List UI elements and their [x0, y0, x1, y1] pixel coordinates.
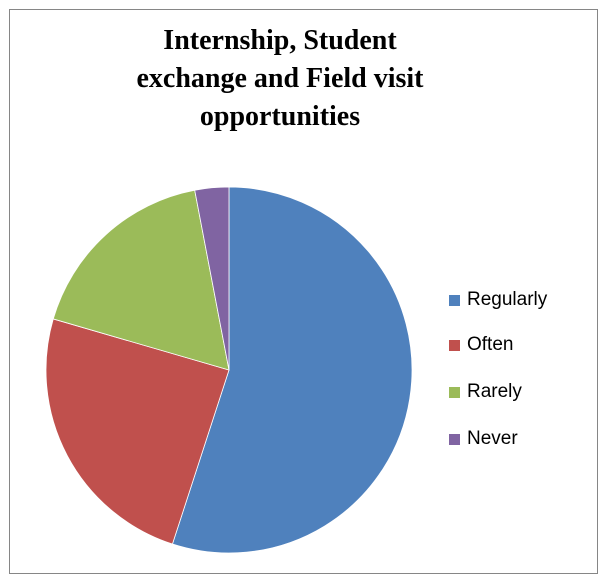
- pie-slice-never: [194, 186, 230, 371]
- legend-item-never: Never: [449, 427, 518, 451]
- legend-swatch-often: [449, 339, 460, 351]
- legend-label-often: Often: [467, 334, 514, 355]
- legend-item-often: Often: [449, 333, 513, 357]
- legend-item-rarely: Rarely: [449, 380, 522, 404]
- legend-swatch-rarely: [449, 386, 460, 398]
- pie-slice-regularly: [171, 186, 413, 554]
- legend-label-rarely: Rarely: [467, 381, 522, 402]
- chart-title: Internship, Student exchange and Field v…: [136, 25, 424, 132]
- legend-swatch-never: [449, 433, 460, 445]
- legend-label-never: Never: [467, 428, 518, 449]
- legend-item-regularly: Regularly: [449, 288, 547, 312]
- legend-swatch-regularly: [449, 294, 460, 306]
- legend-label-regularly: Regularly: [467, 289, 548, 310]
- pie-slice-often: [45, 318, 230, 545]
- pie-slice-rarely: [52, 189, 230, 371]
